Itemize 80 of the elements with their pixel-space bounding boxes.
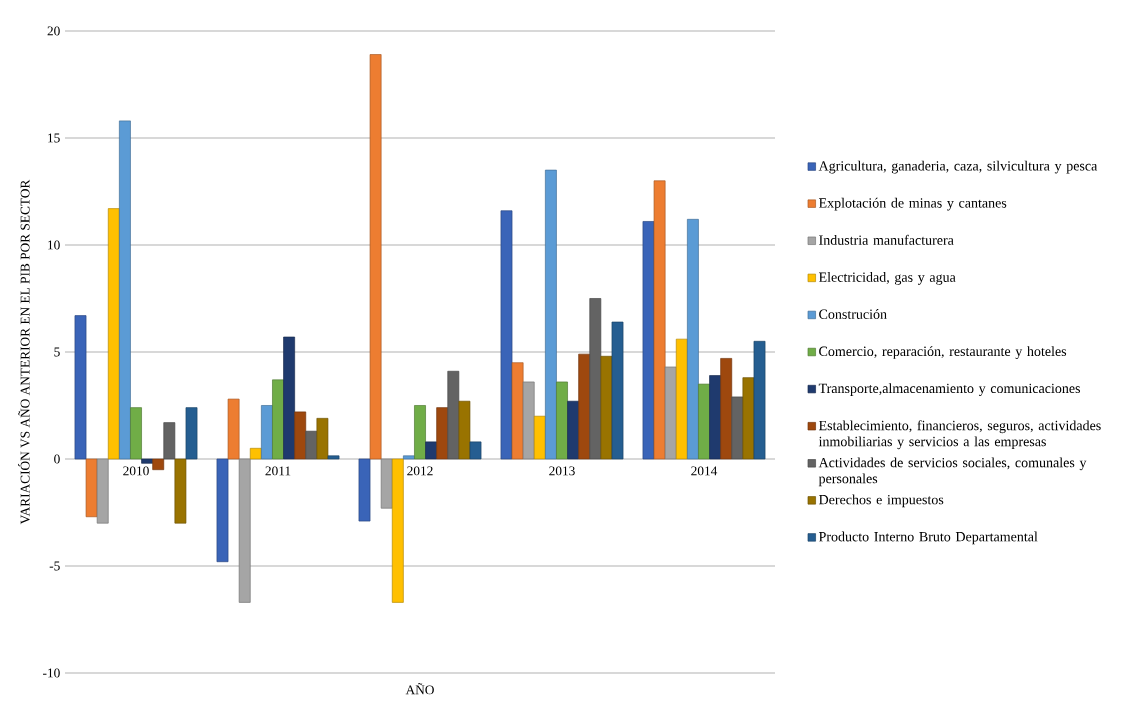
bar (85, 458, 98, 518)
bar (731, 396, 744, 460)
bar (185, 407, 198, 460)
legend-label: Agricultura, ganaderia, caza, silvicultura y pesca (818, 160, 1098, 174)
bar (425, 441, 437, 460)
bar (327, 455, 340, 460)
bar (380, 458, 393, 509)
x-tick-label: 2011 (265, 466, 291, 476)
bar (294, 411, 307, 460)
x-axis-title: AÑO (405, 683, 434, 695)
bar (720, 358, 733, 460)
bar (403, 455, 415, 460)
y-axis-title: VARIACIÓN VS AÑO ANTERIOR EN EL PIB POR SECTOR (17, 179, 30, 525)
bar (578, 353, 591, 460)
legend-label: Comercio, reparación, restaurante y hoteles (819, 346, 1067, 359)
bar (141, 458, 153, 464)
legend-label: Producto Interno Bruto Departamental (818, 531, 1038, 545)
y-tick-label: 10 (48, 240, 60, 250)
legend-label: Establecimiento, financieros, seguros, actividades inmobiliarias y servicios a las empresas (818, 420, 1101, 450)
bar (447, 370, 460, 460)
bar (316, 418, 329, 460)
bar (653, 180, 666, 460)
x-tick-label: 2014 (691, 466, 718, 476)
bar (358, 458, 371, 522)
bar (687, 218, 699, 460)
legend-label: Derechos e impuestos (818, 494, 944, 508)
bar (533, 415, 546, 460)
bar (600, 355, 613, 460)
bar (369, 54, 382, 460)
legend-label: Electricidad, gas y agua (818, 272, 956, 285)
bar (238, 458, 251, 603)
bar (500, 210, 513, 460)
bar (152, 458, 165, 471)
bar (163, 422, 176, 460)
bar (611, 321, 624, 460)
bar (522, 381, 535, 460)
legend-label: Explotación de minas y cantanes (818, 197, 1007, 211)
bar (469, 441, 482, 460)
x-tick-label: 2010 (123, 466, 149, 476)
y-tick-label: 15 (48, 133, 60, 143)
bar (261, 405, 273, 460)
bar (589, 298, 602, 460)
legend-label: Actividades de servicios sociales, comunales y personales (818, 457, 1087, 487)
y-tick-label: 0 (54, 454, 60, 464)
bar (511, 362, 524, 460)
y-tick-label: -10 (43, 668, 60, 678)
bar (556, 381, 568, 460)
bar (107, 208, 120, 460)
bar (283, 336, 295, 460)
bar (709, 375, 721, 460)
bar (174, 458, 187, 524)
bar (753, 340, 766, 460)
bar (272, 379, 284, 460)
bar (74, 315, 87, 460)
bar (742, 377, 755, 460)
bar (249, 447, 262, 460)
bar (698, 383, 710, 460)
bar (436, 407, 449, 460)
bar (458, 400, 471, 460)
bar (391, 458, 404, 603)
bar (642, 221, 655, 460)
y-tick-label: -5 (49, 561, 60, 571)
y-tick-label: 20 (47, 26, 60, 36)
x-tick-label: 2012 (407, 466, 433, 476)
bar (119, 120, 131, 460)
bar (414, 405, 426, 460)
bar (216, 458, 229, 563)
legend-label: Industria manufacturera (819, 234, 954, 245)
bar (567, 400, 579, 460)
bar (305, 430, 318, 460)
legend-label: Transporte,almacenamiento y comunicaciones (818, 383, 1081, 396)
x-tick-label: 2013 (549, 466, 575, 476)
bar (675, 338, 688, 460)
bar (227, 398, 240, 460)
bar (664, 366, 677, 460)
legend-label: Construción (819, 309, 887, 319)
bar (130, 407, 142, 460)
bar (545, 169, 557, 460)
bar (96, 458, 109, 524)
y-tick-label: 5 (54, 347, 60, 357)
